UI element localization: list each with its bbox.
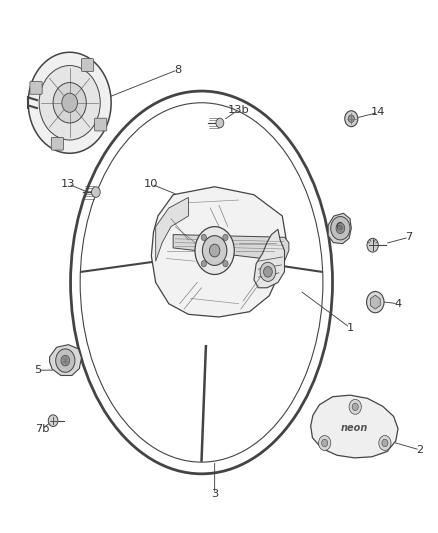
Polygon shape bbox=[328, 213, 351, 244]
Text: 6: 6 bbox=[336, 222, 343, 232]
Text: 7b: 7b bbox=[35, 424, 49, 434]
Circle shape bbox=[321, 439, 328, 447]
Circle shape bbox=[336, 223, 345, 233]
Text: 10: 10 bbox=[144, 179, 159, 189]
Polygon shape bbox=[371, 295, 380, 309]
Text: neon: neon bbox=[341, 423, 368, 433]
Circle shape bbox=[223, 234, 228, 240]
Polygon shape bbox=[254, 229, 285, 288]
Circle shape bbox=[195, 227, 234, 274]
FancyBboxPatch shape bbox=[51, 138, 64, 150]
Circle shape bbox=[61, 356, 70, 366]
Circle shape bbox=[28, 52, 111, 154]
Text: 7: 7 bbox=[405, 232, 413, 243]
Circle shape bbox=[367, 238, 378, 252]
Circle shape bbox=[48, 415, 58, 426]
Circle shape bbox=[201, 261, 206, 267]
Circle shape bbox=[39, 66, 100, 140]
Text: 5: 5 bbox=[34, 365, 42, 375]
Circle shape bbox=[264, 266, 272, 277]
Circle shape bbox=[223, 261, 228, 267]
Circle shape bbox=[209, 244, 220, 257]
Polygon shape bbox=[155, 197, 188, 261]
Circle shape bbox=[367, 292, 384, 313]
Circle shape bbox=[56, 349, 75, 372]
Circle shape bbox=[53, 83, 86, 123]
Text: 14: 14 bbox=[371, 107, 385, 117]
Polygon shape bbox=[311, 395, 398, 458]
Polygon shape bbox=[173, 235, 289, 261]
Polygon shape bbox=[151, 187, 287, 317]
Text: 3: 3 bbox=[211, 489, 218, 499]
Circle shape bbox=[379, 435, 391, 450]
FancyBboxPatch shape bbox=[81, 59, 94, 71]
Text: 13b: 13b bbox=[228, 104, 250, 115]
Circle shape bbox=[202, 236, 227, 265]
Circle shape bbox=[318, 435, 331, 450]
Circle shape bbox=[260, 262, 276, 281]
Circle shape bbox=[331, 216, 350, 240]
Circle shape bbox=[349, 399, 361, 414]
FancyBboxPatch shape bbox=[95, 118, 107, 131]
FancyBboxPatch shape bbox=[30, 82, 42, 94]
Text: 13: 13 bbox=[61, 179, 76, 189]
Polygon shape bbox=[49, 345, 81, 375]
Text: 1: 1 bbox=[346, 322, 353, 333]
Text: 8: 8 bbox=[174, 65, 181, 75]
Circle shape bbox=[352, 403, 358, 410]
Circle shape bbox=[348, 115, 354, 123]
Text: 2: 2 bbox=[416, 445, 424, 455]
Circle shape bbox=[201, 234, 206, 240]
Circle shape bbox=[92, 187, 100, 197]
Circle shape bbox=[62, 93, 78, 112]
Circle shape bbox=[216, 118, 224, 128]
Circle shape bbox=[382, 439, 388, 447]
Circle shape bbox=[345, 111, 358, 127]
Text: 4: 4 bbox=[395, 298, 402, 309]
